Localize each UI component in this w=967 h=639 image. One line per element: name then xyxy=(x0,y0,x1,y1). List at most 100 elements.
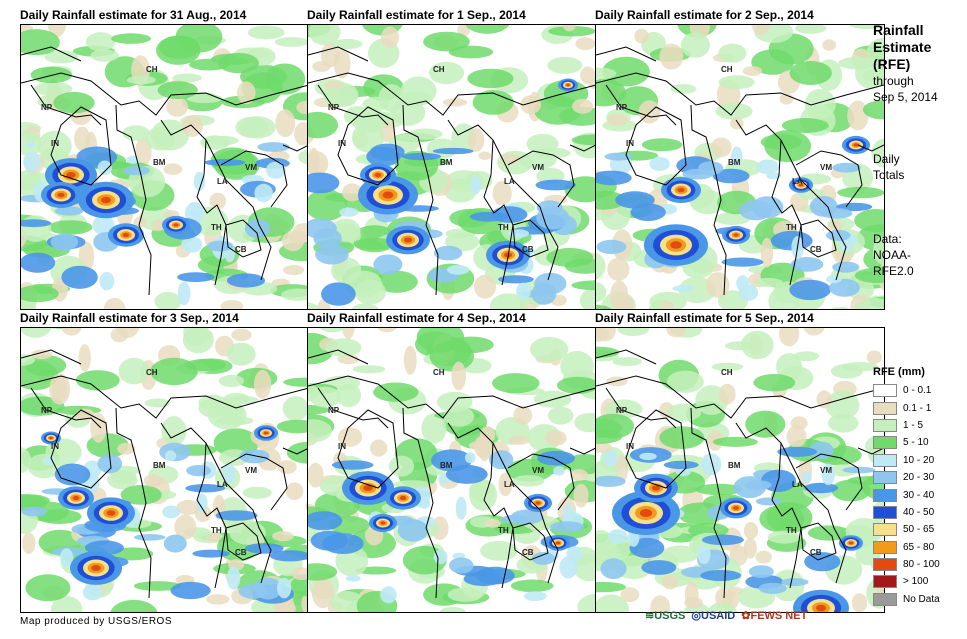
country-label-la: LA xyxy=(504,480,515,489)
rain-field xyxy=(329,591,364,612)
rain-field xyxy=(666,454,700,463)
country-border xyxy=(596,46,657,62)
rain-field xyxy=(174,514,197,540)
rain-field xyxy=(21,215,52,242)
rain-field xyxy=(596,328,616,342)
rain-field xyxy=(766,172,781,180)
rain-field xyxy=(247,25,285,40)
rain-field xyxy=(276,419,309,434)
rain-field xyxy=(501,514,529,524)
rain-field xyxy=(82,584,103,601)
rain-field xyxy=(110,328,128,343)
legend-swatch xyxy=(873,592,897,606)
rain-field xyxy=(641,138,683,152)
rain-field xyxy=(47,220,93,235)
map-frame: CH NP IN BM LA VM TH CB xyxy=(307,327,597,613)
legend-label: 20 - 30 xyxy=(903,472,935,484)
rain-field xyxy=(710,137,732,158)
rain-field xyxy=(21,328,52,338)
country-label-bm: BM xyxy=(728,158,741,167)
country-border xyxy=(483,139,514,286)
map-frame: CH NP IN BM LA VM TH CB xyxy=(20,327,310,613)
rain-field xyxy=(754,277,783,287)
country-label-bm: BM xyxy=(440,461,453,470)
rain-field xyxy=(254,183,273,203)
map-frame: CH NP IN BM LA VM TH CB xyxy=(595,327,885,613)
rain-field xyxy=(826,275,842,284)
rain-field xyxy=(670,84,697,94)
country-label-cb: CB xyxy=(235,245,247,254)
rain-field xyxy=(663,460,699,469)
rain-field xyxy=(695,483,743,496)
rain-field xyxy=(547,56,583,74)
country-label-ch: CH xyxy=(146,368,158,377)
logos: ≋USGS ◎USAID ✿FEWS NET xyxy=(645,609,807,622)
rain-core xyxy=(798,183,804,187)
rain-field xyxy=(641,560,677,575)
rain-field xyxy=(165,450,177,461)
rain-field xyxy=(193,171,206,191)
rain-field xyxy=(433,245,463,261)
rain-field xyxy=(206,594,230,605)
rain-field xyxy=(59,548,74,567)
rain-field xyxy=(698,161,724,176)
rain-field xyxy=(432,147,474,155)
rain-field xyxy=(283,265,305,276)
rain-field xyxy=(572,98,594,114)
through-label: through xyxy=(873,74,914,88)
rain-field xyxy=(467,68,514,89)
legend-swatch xyxy=(873,471,897,485)
country-border xyxy=(50,409,112,489)
rain-field xyxy=(182,328,214,354)
rain-field xyxy=(822,39,837,51)
usaid-logo: ◎USAID xyxy=(691,610,736,622)
rain-field xyxy=(854,297,884,309)
rain-field xyxy=(596,581,627,593)
rain-field xyxy=(281,288,309,301)
rain-field xyxy=(324,80,343,90)
rain-field xyxy=(573,553,596,582)
rain-field xyxy=(177,281,191,306)
rain-field xyxy=(145,126,175,151)
rain-field xyxy=(508,435,530,445)
rain-field xyxy=(562,25,576,32)
rain-field xyxy=(475,566,515,585)
rain-field xyxy=(832,261,860,273)
country-label-ch: CH xyxy=(721,65,733,74)
legend-label: 80 - 100 xyxy=(903,559,940,571)
rain-field xyxy=(871,138,884,168)
rain-field xyxy=(569,469,588,481)
country-border xyxy=(308,349,369,365)
rain-field xyxy=(851,593,868,612)
rain-field xyxy=(455,496,467,520)
legend-label: 0 - 0.1 xyxy=(903,385,932,397)
country-border xyxy=(30,387,102,429)
rain-field xyxy=(97,454,123,474)
rain-core xyxy=(57,192,65,198)
rain-field xyxy=(779,328,800,347)
country-border xyxy=(625,106,687,186)
rain-field xyxy=(649,291,687,309)
rainfall-map-sep4: Daily Rainfall estimate for 4 Sep., 2014… xyxy=(307,311,597,613)
rain-field xyxy=(513,405,533,425)
rain-field xyxy=(536,200,563,215)
rain-field xyxy=(547,406,574,425)
rain-field xyxy=(465,25,510,34)
rain-core xyxy=(816,604,826,612)
rain-field xyxy=(574,413,596,433)
rain-field xyxy=(529,336,569,362)
rain-field xyxy=(580,66,596,84)
country-border xyxy=(596,375,884,419)
rain-field xyxy=(500,153,521,164)
legend-item: 10 - 20 xyxy=(873,452,940,469)
rain-field xyxy=(760,237,774,268)
country-border xyxy=(21,375,309,419)
rain-field xyxy=(804,482,838,494)
rain-field xyxy=(375,270,418,293)
rain-field xyxy=(23,151,41,173)
country-border xyxy=(605,84,677,126)
rain-field xyxy=(721,257,764,267)
rain-field xyxy=(272,531,294,542)
rain-field xyxy=(126,75,156,85)
panel-title: Daily Rainfall estimate for 31 Aug., 201… xyxy=(20,8,247,22)
